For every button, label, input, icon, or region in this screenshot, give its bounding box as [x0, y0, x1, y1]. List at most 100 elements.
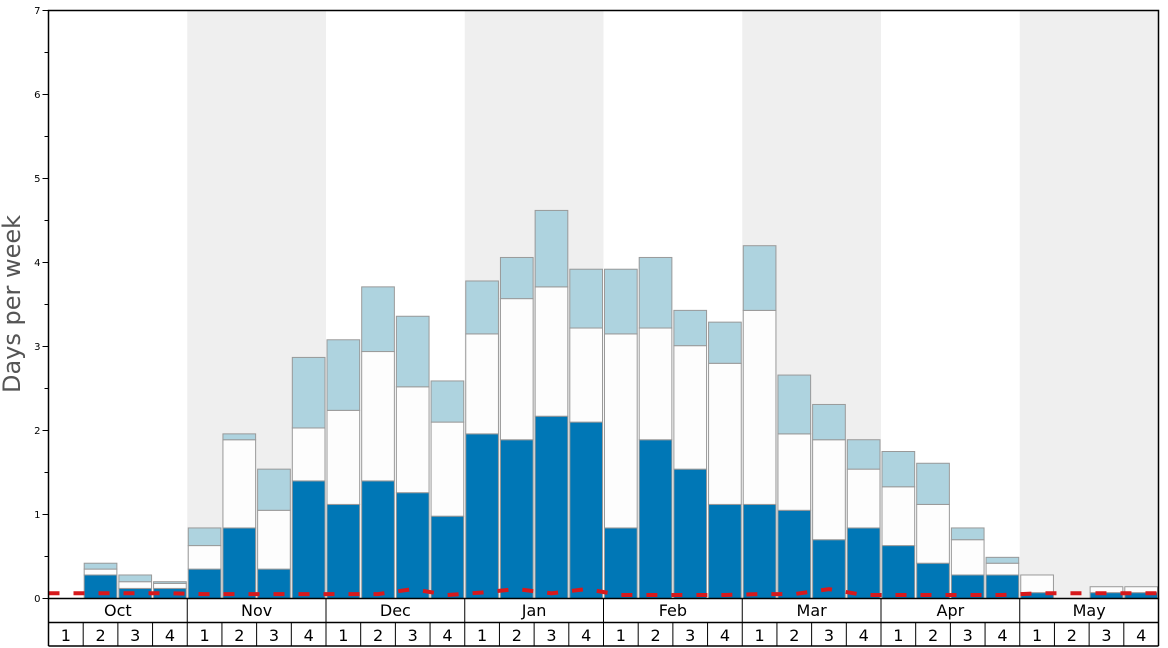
bar-bottom-11 [395, 492, 430, 599]
bar-middle-29 [1020, 574, 1054, 594]
axes: 0 1 2 3 4 5 6 7 Oct Nov Dec Jan Feb Mar Apr May 1 2 3 4 1 2 3 4… [34, 6, 1160, 647]
bar-top-13 [465, 280, 499, 335]
week-label: 1 [338, 626, 348, 645]
week-label: 1 [1032, 626, 1042, 645]
week-label: 1 [477, 626, 487, 645]
month-label: Jan [521, 601, 547, 620]
week-label: 2 [95, 626, 105, 645]
bar-middle-7 [257, 509, 291, 570]
bar-bottom-18 [638, 439, 673, 599]
bar-bottom-17 [604, 527, 638, 599]
bar-bottom-26 [916, 562, 950, 599]
bar-middle-20 [708, 362, 742, 505]
week-label: 4 [720, 626, 730, 645]
week-label: 2 [650, 626, 660, 645]
week-label: 3 [685, 626, 695, 645]
bar-middle-21 [742, 309, 777, 505]
bar-middle-17 [604, 333, 638, 529]
week-label: 4 [859, 626, 869, 645]
bar-top-24 [846, 439, 881, 470]
month-band-may [1019, 10, 1159, 599]
bar-top-26 [916, 462, 950, 505]
bar-top-7 [257, 468, 291, 511]
bar-top-9 [326, 339, 361, 411]
bar-middle-26 [916, 503, 950, 564]
week-label: 1 [616, 626, 626, 645]
bar-top-5 [187, 527, 222, 547]
bar-bottom-20 [708, 503, 742, 600]
week-label: 3 [269, 626, 279, 645]
bar-middle-6 [222, 439, 257, 529]
bar-middle-24 [846, 468, 881, 529]
month-label: Oct [104, 601, 132, 620]
week-label: 3 [546, 626, 556, 645]
bar-top-10 [361, 286, 395, 353]
week-label: 2 [1067, 626, 1077, 645]
month-label: Feb [659, 601, 687, 620]
bar-bottom-25 [881, 545, 916, 600]
bar-middle-3 [118, 581, 153, 589]
month-label: Nov [241, 601, 272, 620]
week-label: 4 [165, 626, 175, 645]
bar-top-28 [985, 556, 1020, 564]
bar-bottom-12 [430, 515, 465, 599]
bar-middle-10 [361, 351, 395, 482]
dashed-line-layer [48, 587, 1159, 598]
bar-top-15 [534, 209, 569, 288]
bar-middle-8 [291, 427, 326, 482]
y-tick-label: 3 [34, 342, 40, 353]
bar-bottom-24 [846, 527, 881, 599]
bar-bottom-15 [534, 415, 569, 599]
bar-middle-25 [881, 486, 916, 547]
bar-top-12 [430, 380, 465, 423]
bar-middle-9 [326, 409, 361, 505]
month-label: Apr [937, 601, 965, 620]
month-label: Mar [797, 601, 828, 620]
y-tick-label: 4 [34, 258, 40, 269]
week-label: 1 [893, 626, 903, 645]
bar-top-17 [604, 268, 638, 335]
week-label: 4 [997, 626, 1007, 645]
y-tick-label: 7 [34, 6, 40, 17]
month-label: May [1073, 601, 1106, 620]
bar-bottom-31 [1089, 592, 1124, 599]
bar-top-11 [395, 315, 430, 388]
y-tick-label: 5 [34, 174, 40, 185]
week-label: 4 [442, 626, 452, 645]
week-label: 3 [1101, 626, 1111, 645]
week-label: 3 [963, 626, 973, 645]
bar-top-21 [742, 245, 777, 311]
bar-middle-19 [673, 345, 708, 470]
bar-top-6 [222, 433, 257, 441]
bar-middle-14 [499, 298, 534, 441]
bar-middle-11 [395, 386, 430, 494]
bar-top-19 [673, 309, 708, 347]
bar-middle-31 [1089, 586, 1124, 594]
week-label: 4 [581, 626, 591, 645]
week-label: 3 [824, 626, 834, 645]
bar-top-4 [153, 581, 187, 584]
bar-bottom-13 [465, 433, 499, 599]
bar-bottom-21 [742, 503, 777, 600]
y-tick-label: 1 [34, 510, 40, 521]
bar-middle-12 [430, 421, 465, 517]
bar-bottom-22 [777, 509, 812, 599]
bar-middle-18 [638, 327, 673, 441]
bar-middle-15 [534, 286, 569, 417]
bar-bottom-10 [361, 480, 395, 599]
week-label: 4 [304, 626, 314, 645]
bar-top-16 [569, 268, 603, 329]
bar-middle-5 [187, 545, 222, 570]
bar-middle-16 [569, 327, 603, 423]
week-label: 1 [200, 626, 210, 645]
bar-middle-13 [465, 333, 499, 435]
week-label: 4 [1136, 626, 1146, 645]
bar-top-8 [291, 356, 326, 429]
week-label: 2 [928, 626, 938, 645]
week-label: 3 [408, 626, 418, 645]
bar-bottom-16 [569, 421, 603, 599]
bar-top-20 [708, 321, 742, 364]
bar-top-14 [499, 256, 534, 300]
bar-middle-4 [153, 582, 187, 589]
week-label: 1 [61, 626, 71, 645]
